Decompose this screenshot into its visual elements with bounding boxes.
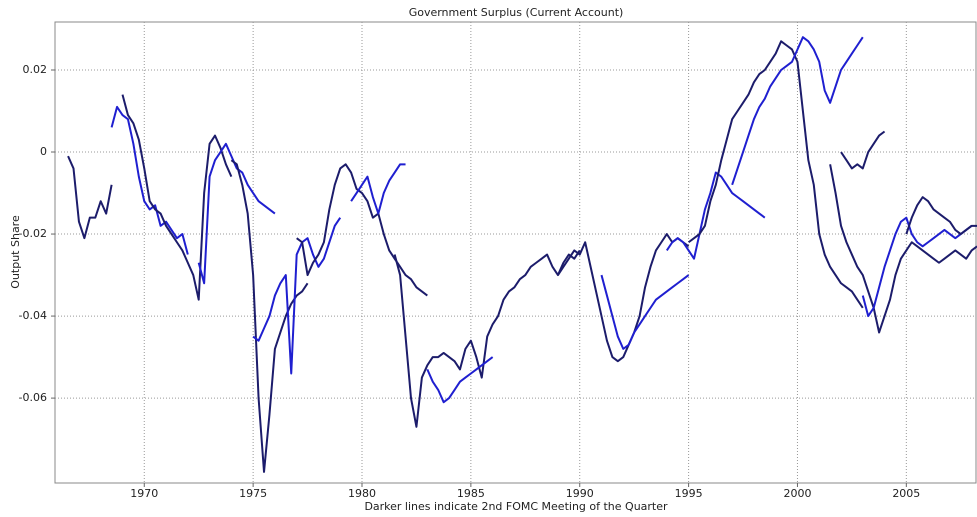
series-line [905, 196, 977, 236]
x-tick-label: 1975 [239, 487, 267, 500]
series-line [600, 274, 690, 350]
series-line [861, 216, 973, 318]
y-tick-label: 0 [40, 145, 47, 158]
series-line [350, 163, 406, 215]
y-axis-label: Output Share [9, 215, 22, 289]
lines [55, 22, 977, 483]
x-tick-label: 1995 [675, 487, 703, 500]
series-line [426, 356, 494, 404]
series-line [197, 142, 276, 285]
series-line [296, 163, 428, 297]
series-line [252, 217, 342, 375]
x-tick-label: 1970 [130, 487, 158, 500]
x-axis-label: Darker lines indicate 2nd FOMC Meeting o… [364, 500, 668, 513]
x-tick-label: 1990 [566, 487, 594, 500]
y-tick-label: -0.04 [19, 309, 47, 322]
y-tick-label: 0.02 [23, 63, 48, 76]
series-line [687, 40, 864, 309]
x-tick-label: 2005 [892, 487, 920, 500]
series-line [840, 130, 886, 170]
x-tick-label: 1980 [348, 487, 376, 500]
series-line [67, 155, 113, 240]
y-tick-label: -0.06 [19, 391, 47, 404]
series-line [665, 171, 766, 260]
series-line [829, 164, 977, 334]
y-tick-label: -0.02 [19, 227, 47, 240]
chart-title: Government Surplus (Current Account) [409, 6, 624, 19]
series-line [393, 249, 581, 428]
series-line [731, 36, 864, 186]
series-line [121, 94, 233, 301]
x-tick-label: 1985 [457, 487, 485, 500]
series-line [110, 105, 189, 255]
x-tick-label: 2000 [783, 487, 811, 500]
plot-frame [54, 21, 977, 484]
series-line [557, 233, 690, 363]
